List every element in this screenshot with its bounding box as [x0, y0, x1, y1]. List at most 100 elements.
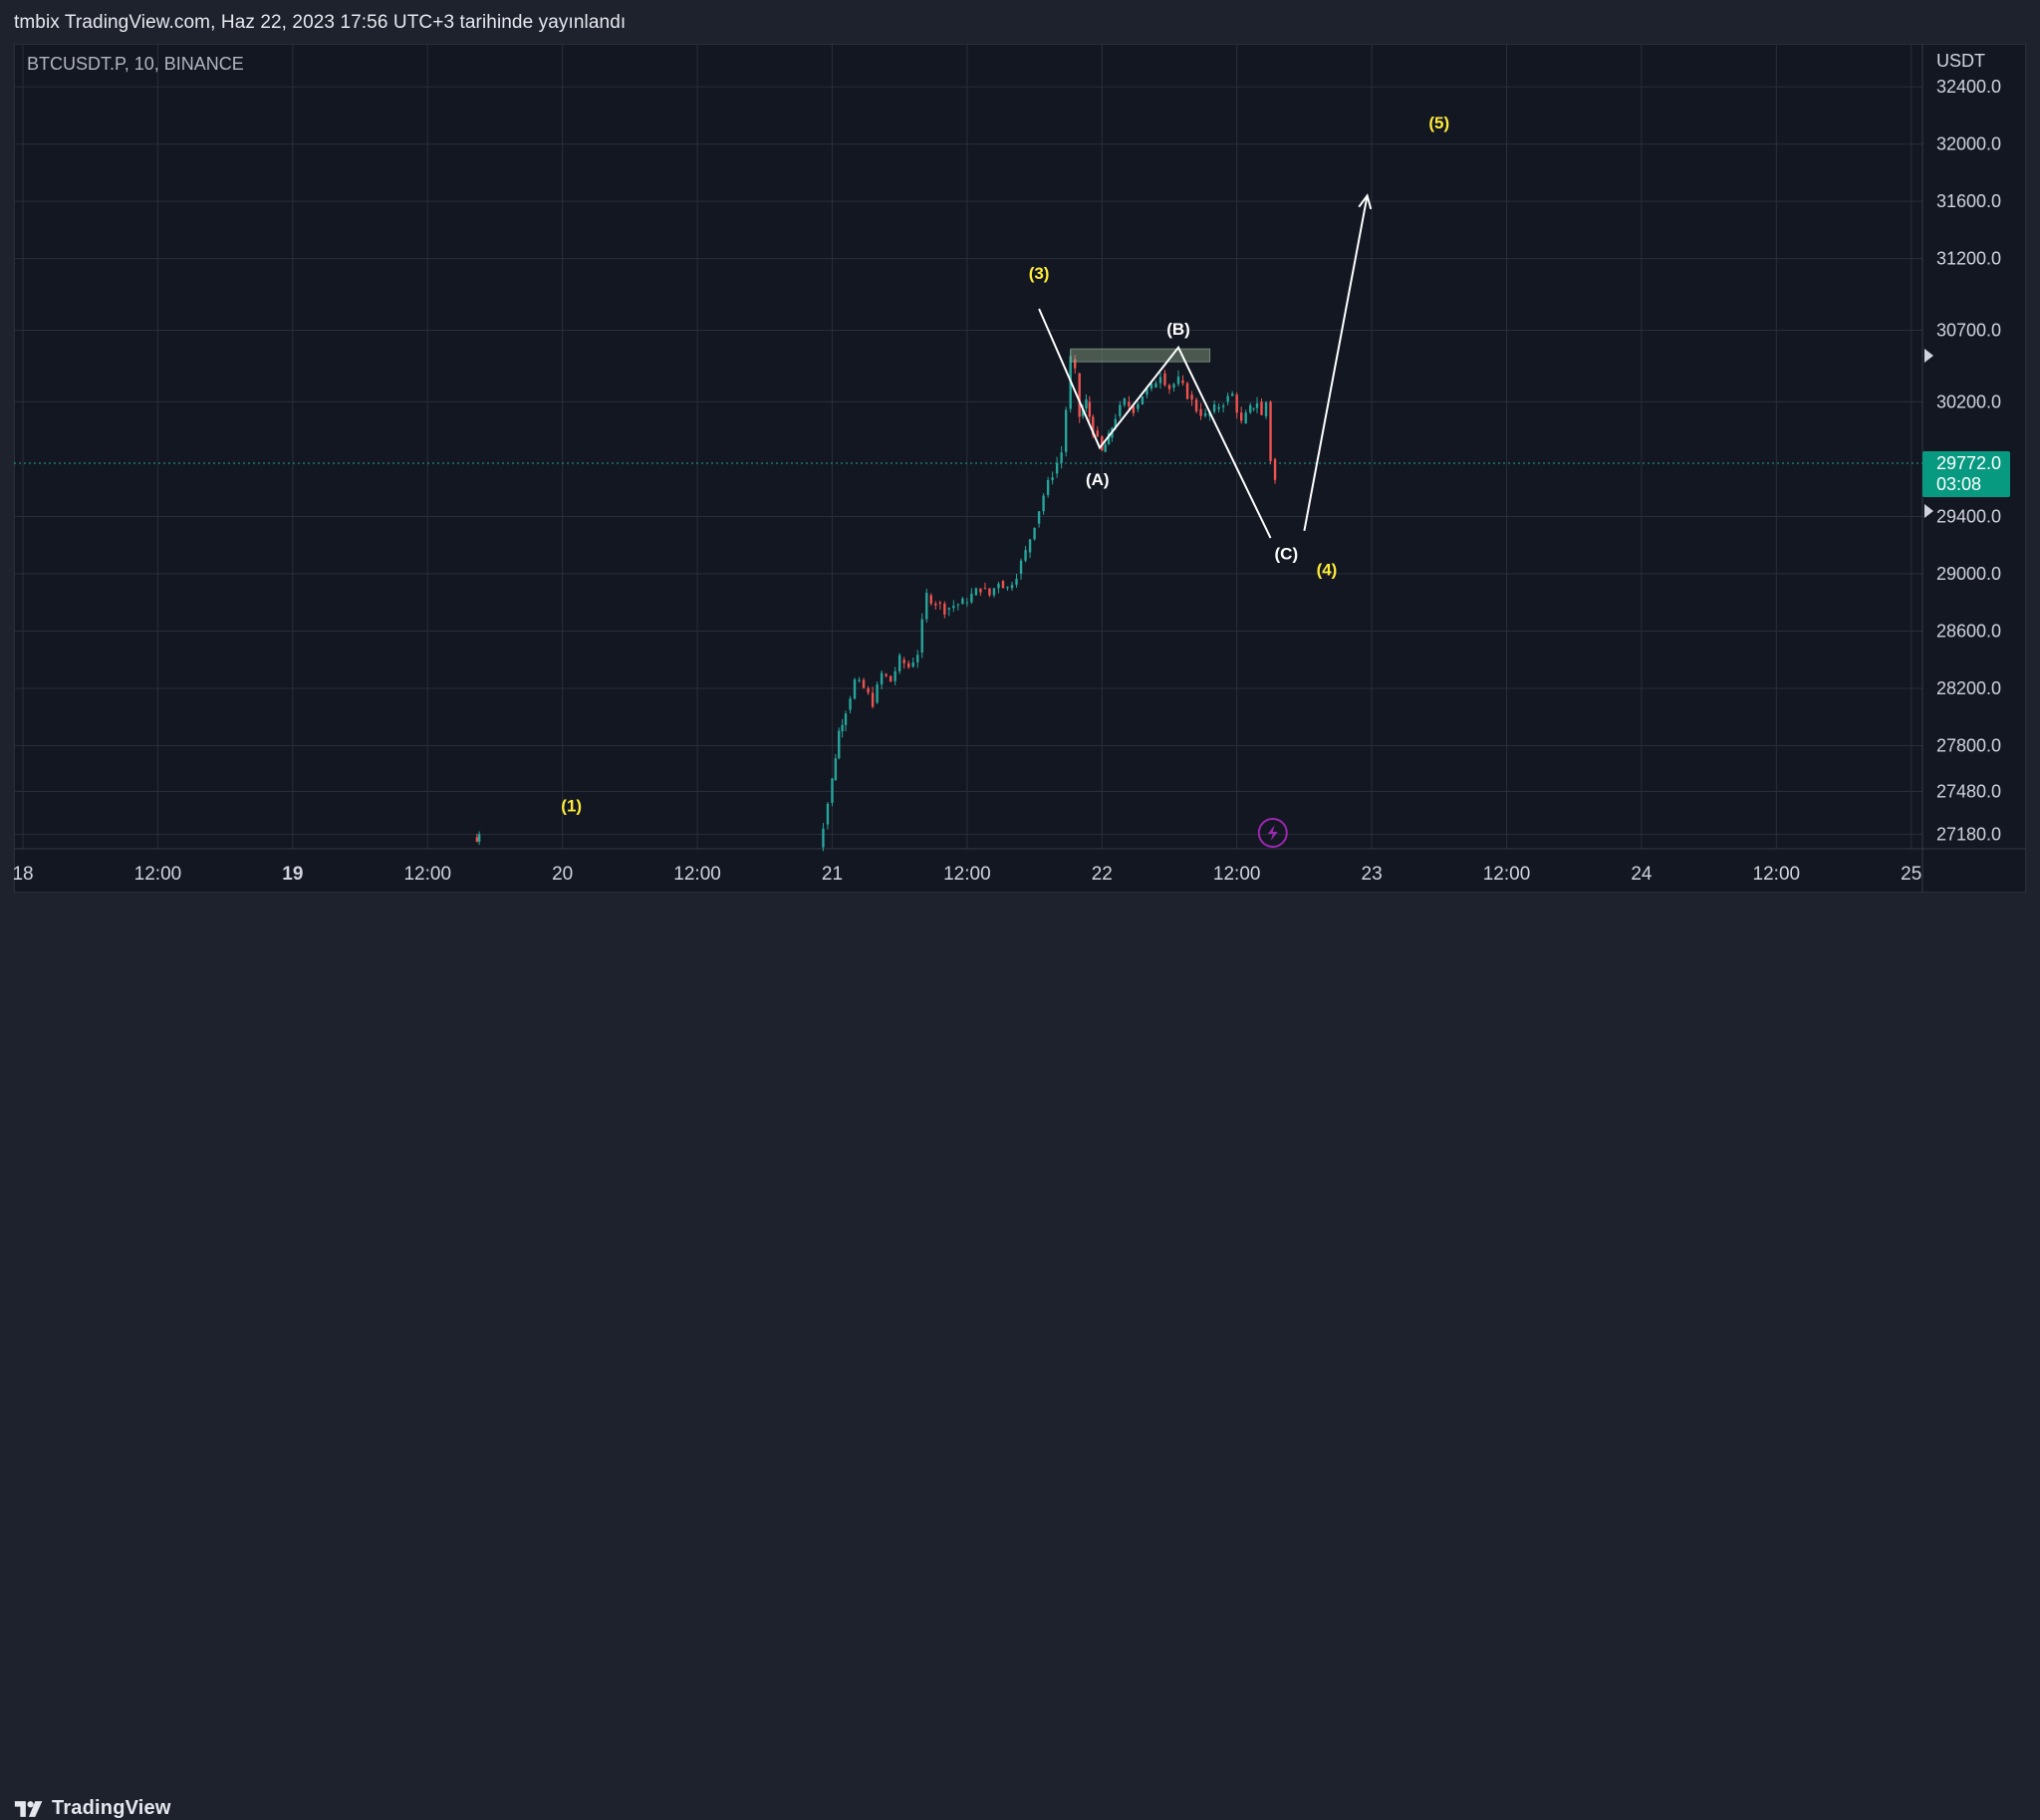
currency-label: USDT	[1936, 51, 1985, 71]
candle-body	[925, 593, 928, 620]
candle-body	[1176, 376, 1180, 385]
publish-info: tmbix TradingView.com, Haz 22, 2023 17:5…	[14, 12, 627, 33]
y-tick-label: 27480.0	[1936, 781, 2001, 801]
candle-body	[902, 659, 905, 663]
candle-body	[1015, 578, 1018, 586]
x-tick-label: 12:00	[403, 864, 451, 885]
candle-body	[1260, 401, 1263, 415]
candle-body	[1114, 418, 1118, 428]
candle-body	[1001, 581, 1005, 589]
candle-body	[1235, 394, 1238, 413]
candle-body	[834, 758, 838, 780]
wave-arrowhead	[1358, 193, 1373, 210]
candle-body	[862, 679, 866, 688]
candle-body	[1107, 432, 1111, 445]
x-tick-label: 24	[1631, 864, 1653, 885]
candle-body	[992, 588, 996, 596]
candle-body	[1221, 405, 1225, 407]
scroll-right-arrow-icon[interactable]	[1924, 504, 1933, 518]
candle-body	[979, 588, 982, 593]
candle-body	[1239, 412, 1243, 421]
candle-body	[1055, 462, 1059, 474]
candle-body	[970, 593, 973, 603]
candle-body	[1217, 406, 1220, 409]
candle-body	[952, 606, 955, 609]
candle-body	[983, 588, 987, 590]
candle-body	[1037, 511, 1041, 524]
y-tick-label: 27180.0	[1936, 825, 2001, 845]
x-tick-label: 12:00	[1213, 864, 1261, 885]
x-tick-label: 12:00	[1483, 864, 1531, 885]
candle-body	[1203, 412, 1207, 416]
x-tick-label: 20	[552, 864, 573, 885]
candle-body	[1269, 401, 1272, 461]
tradingview-brand: TradingView	[52, 1797, 171, 1819]
scroll-right-arrow-icon[interactable]	[1924, 349, 1933, 363]
footer: TradingView	[0, 893, 2040, 1819]
x-tick-label: 25	[1901, 864, 1921, 885]
y-tick-label: 31600.0	[1936, 191, 2001, 211]
candle-body	[1088, 401, 1092, 417]
candle-body	[1019, 560, 1023, 574]
candle-body	[911, 661, 914, 667]
candle-body	[871, 692, 875, 707]
x-tick-label: 18	[12, 864, 33, 885]
wave-label: (5)	[1428, 114, 1449, 132]
candle-body	[1199, 408, 1202, 416]
candle-body	[831, 778, 834, 803]
resistance-zone[interactable]	[1070, 348, 1211, 363]
candle-body	[1033, 527, 1036, 540]
x-tick-label: 12:00	[673, 864, 721, 885]
candle-body	[849, 698, 852, 710]
candle-body	[1167, 385, 1171, 390]
candle-body	[1190, 394, 1193, 400]
lightning-icon[interactable]	[1257, 818, 1288, 848]
candle-body	[1264, 401, 1268, 416]
candle-body	[893, 670, 896, 681]
candle-body	[1249, 404, 1252, 413]
candle-body	[1028, 539, 1032, 553]
wave-label: (C)	[1275, 545, 1299, 564]
x-tick-label: 12:00	[943, 864, 991, 885]
price-chart[interactable]: BTCUSDT.P, 10, BINANCE USDT 32400.0 32000.0…	[0, 0, 2040, 893]
candle-body	[1104, 444, 1107, 452]
candle-body	[1073, 359, 1077, 369]
candle-body	[1046, 480, 1050, 495]
candle-body	[477, 834, 481, 842]
candle-body	[1158, 377, 1162, 384]
candle-body	[906, 662, 910, 667]
candle-body	[838, 730, 841, 759]
candle-body	[858, 679, 861, 681]
tradingview-logo[interactable]: TradingView	[14, 1797, 171, 1820]
candle-body	[1273, 458, 1277, 480]
candle-body	[997, 583, 1000, 589]
candle-body	[929, 595, 932, 604]
candle-body	[1010, 585, 1014, 589]
y-tick-label: 32000.0	[1936, 134, 2001, 154]
y-tick-label: 29000.0	[1936, 564, 2001, 584]
candle-body	[1172, 384, 1175, 389]
x-tick-label: 12:00	[1753, 864, 1801, 885]
candle-body	[876, 684, 879, 703]
candle-body	[867, 687, 870, 693]
candle-body	[938, 602, 941, 604]
candle-body	[826, 803, 830, 825]
candle-body	[1119, 404, 1122, 416]
wave-line[interactable]	[1038, 308, 1272, 539]
candle-body	[1123, 398, 1127, 405]
candle-body	[1194, 399, 1198, 411]
wave-line[interactable]	[1303, 195, 1369, 532]
last-price-countdown: 03:08	[1936, 474, 1981, 494]
candle-body	[1230, 393, 1234, 396]
candle-body	[1081, 408, 1085, 416]
candle-body	[1051, 477, 1054, 481]
wave-label: (B)	[1166, 320, 1190, 339]
symbol-label: BTCUSDT.P, 10, BINANCE	[27, 54, 244, 74]
y-tick-label: 31200.0	[1936, 249, 2001, 269]
candle-body	[844, 713, 848, 725]
chart-frame	[14, 44, 2026, 893]
candle-body	[1128, 401, 1131, 406]
y-tick-label: 30700.0	[1936, 321, 2001, 341]
candle-body	[1024, 550, 1027, 561]
candle-body	[974, 588, 978, 596]
